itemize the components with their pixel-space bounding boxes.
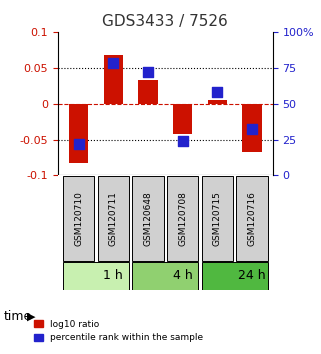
Text: GSM120715: GSM120715	[213, 191, 222, 246]
Point	[215, 89, 220, 95]
Bar	[173, 104, 192, 134]
Bar	[242, 104, 262, 153]
FancyBboxPatch shape	[63, 176, 94, 261]
Point	[145, 69, 151, 75]
FancyBboxPatch shape	[98, 176, 129, 261]
Text: GSM120711: GSM120711	[109, 191, 118, 246]
Text: GSM120710: GSM120710	[74, 191, 83, 246]
FancyBboxPatch shape	[132, 262, 198, 290]
Point	[249, 127, 255, 132]
Point	[76, 141, 81, 147]
FancyBboxPatch shape	[167, 176, 198, 261]
Text: 4 h: 4 h	[173, 269, 193, 282]
Text: GSM120648: GSM120648	[143, 191, 152, 246]
Text: GSM120708: GSM120708	[178, 191, 187, 246]
Bar	[138, 80, 158, 104]
Legend: log10 ratio, percentile rank within the sample: log10 ratio, percentile rank within the …	[30, 316, 207, 346]
Title: GDS3433 / 7526: GDS3433 / 7526	[102, 14, 228, 29]
FancyBboxPatch shape	[202, 176, 233, 261]
Text: time: time	[3, 310, 31, 323]
Point	[111, 61, 116, 66]
FancyBboxPatch shape	[237, 176, 268, 261]
Text: ▶: ▶	[27, 312, 36, 322]
Point	[180, 138, 185, 144]
Bar	[104, 55, 123, 104]
Text: 1 h: 1 h	[103, 269, 123, 282]
FancyBboxPatch shape	[63, 262, 129, 290]
Text: GSM120716: GSM120716	[247, 191, 256, 246]
FancyBboxPatch shape	[202, 262, 268, 290]
Bar	[69, 104, 88, 162]
Text: 24 h: 24 h	[238, 269, 266, 282]
FancyBboxPatch shape	[132, 176, 164, 261]
Bar	[208, 100, 227, 104]
